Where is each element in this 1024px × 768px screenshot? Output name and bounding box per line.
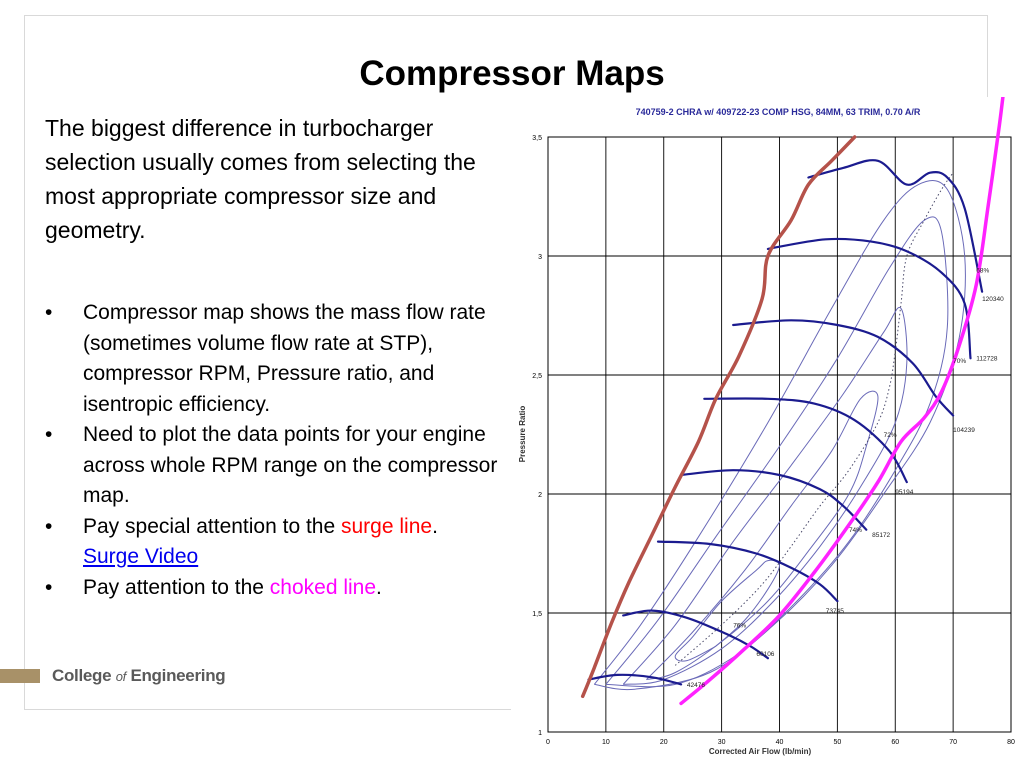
bullet-text-end: . bbox=[376, 575, 382, 599]
college-logo: College of Engineering bbox=[52, 666, 226, 686]
efficiency-label: 68% bbox=[976, 268, 989, 275]
speed-line bbox=[732, 319, 955, 417]
speed-label: 95194 bbox=[895, 489, 913, 496]
speed-label: 120340 bbox=[982, 296, 1004, 303]
x-tick-label: 80 bbox=[1007, 739, 1015, 746]
surge-line bbox=[580, 135, 857, 699]
bullet-glyph: • bbox=[45, 575, 53, 599]
speed-line bbox=[680, 469, 868, 531]
speed-label: 85172 bbox=[872, 532, 890, 539]
x-axis-label: Corrected Air Flow (lb/min) bbox=[709, 747, 812, 756]
speed-line bbox=[622, 609, 769, 660]
bullet-item: • Compressor map shows the mass flow rat… bbox=[45, 298, 525, 420]
bullet-text: Compressor map shows the mass flow rate … bbox=[83, 301, 486, 416]
y-tick-label: 2,5 bbox=[532, 373, 542, 380]
bullet-text: Pay attention to the bbox=[83, 575, 270, 599]
y-tick-label: 3,5 bbox=[532, 135, 542, 142]
footer-of: of bbox=[115, 669, 127, 684]
footer-college: College bbox=[52, 666, 112, 685]
x-tick-label: 50 bbox=[833, 739, 841, 746]
operating-line bbox=[674, 172, 954, 666]
bullet-text: Need to plot the data points for your en… bbox=[83, 423, 498, 507]
x-tick-label: 0 bbox=[546, 739, 550, 746]
bullet-glyph: • bbox=[45, 301, 53, 324]
efficiency-contour bbox=[674, 559, 781, 662]
speed-label: 112728 bbox=[976, 356, 998, 363]
bullet-item: • Pay special attention to the surge lin… bbox=[45, 512, 525, 573]
bullet-text-end: . bbox=[432, 514, 438, 538]
y-axis-label: Pressure Ratio bbox=[518, 406, 527, 463]
speed-label: 73745 bbox=[826, 608, 844, 615]
intro-paragraph: The biggest difference in turbocharger s… bbox=[45, 115, 476, 243]
x-tick-label: 10 bbox=[602, 739, 610, 746]
surge-line-highlight: surge line bbox=[341, 514, 433, 538]
efficiency-label: 76% bbox=[733, 622, 746, 629]
slide-title: Compressor Maps bbox=[359, 54, 665, 93]
bullet-text: Pay special attention to the bbox=[83, 514, 341, 538]
efficiency-contour bbox=[605, 216, 949, 688]
y-tick-label: 1,5 bbox=[532, 611, 542, 618]
x-tick-label: 20 bbox=[660, 739, 668, 746]
speed-line bbox=[807, 159, 984, 293]
choked-line-highlight: choked line bbox=[269, 575, 377, 599]
x-tick-label: 60 bbox=[891, 739, 899, 746]
compressor-map-chart: 740759-2 CHRA w/ 409722-23 COMP HSG, 84M… bbox=[511, 97, 1024, 768]
speed-line bbox=[587, 673, 683, 686]
speed-label: 104239 bbox=[953, 427, 975, 434]
bullet-glyph: • bbox=[45, 423, 53, 446]
x-tick-label: 70 bbox=[949, 739, 957, 746]
speed-line bbox=[766, 237, 972, 360]
x-tick-label: 30 bbox=[718, 739, 726, 746]
x-tick-label: 40 bbox=[776, 739, 784, 746]
footer-accent-bar bbox=[0, 669, 40, 683]
efficiency-label: 74% bbox=[849, 527, 862, 534]
plot-area: 0 10 20 30 40 50 60 70 80 1 1,5 2 2,5 3 3,5 76% 74% 72% 70… bbox=[532, 97, 1015, 746]
efficiency-contour bbox=[593, 180, 966, 691]
efficiency-contour bbox=[622, 306, 908, 685]
bullet-item: • Pay attention to the choked line. bbox=[45, 573, 525, 604]
surge-video-link[interactable]: Surge Video bbox=[83, 545, 199, 568]
bullet-item: • Need to plot the data points for your … bbox=[45, 420, 525, 512]
efficiency-label: 70% bbox=[953, 358, 966, 365]
footer-engineering: Engineering bbox=[130, 666, 226, 685]
speed-label: 42476 bbox=[687, 682, 705, 689]
y-tick-label: 1 bbox=[538, 730, 542, 737]
bullet-glyph: • bbox=[45, 514, 53, 538]
efficiency-label: 72% bbox=[884, 432, 897, 439]
speed-line bbox=[656, 540, 839, 603]
chart-title: 740759-2 CHRA w/ 409722-23 COMP HSG, 84M… bbox=[636, 107, 921, 117]
y-tick-label: 3 bbox=[538, 254, 542, 261]
choke-line bbox=[679, 97, 1005, 706]
speed-label: 60106 bbox=[756, 651, 774, 658]
y-tick-label: 2 bbox=[538, 492, 542, 499]
bullet-list: • Compressor map shows the mass flow rat… bbox=[45, 298, 525, 603]
efficiency-contour bbox=[646, 390, 879, 681]
